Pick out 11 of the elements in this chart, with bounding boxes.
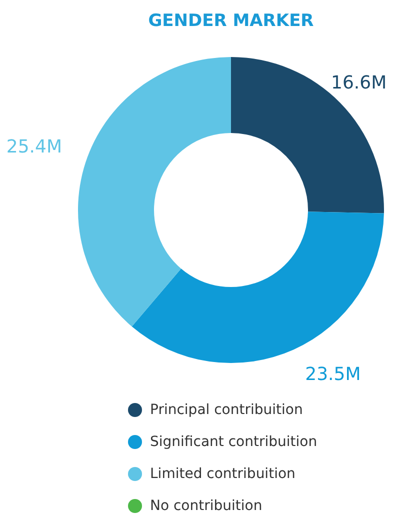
legend-label: Limited contribuition <box>150 466 296 482</box>
chart-title: GENDER MARKER <box>148 11 314 31</box>
donut-slice <box>132 212 384 363</box>
data-label: 25.4M <box>6 136 62 158</box>
legend-label: Significant contribuition <box>150 434 318 450</box>
donut-slice <box>231 57 384 214</box>
legend-label: No contribuition <box>150 498 262 514</box>
donut-slice <box>78 57 231 327</box>
legend-label: Principal contribuition <box>150 402 303 418</box>
data-label: 16.6M <box>331 72 387 94</box>
data-label: 23.5M <box>305 364 361 386</box>
